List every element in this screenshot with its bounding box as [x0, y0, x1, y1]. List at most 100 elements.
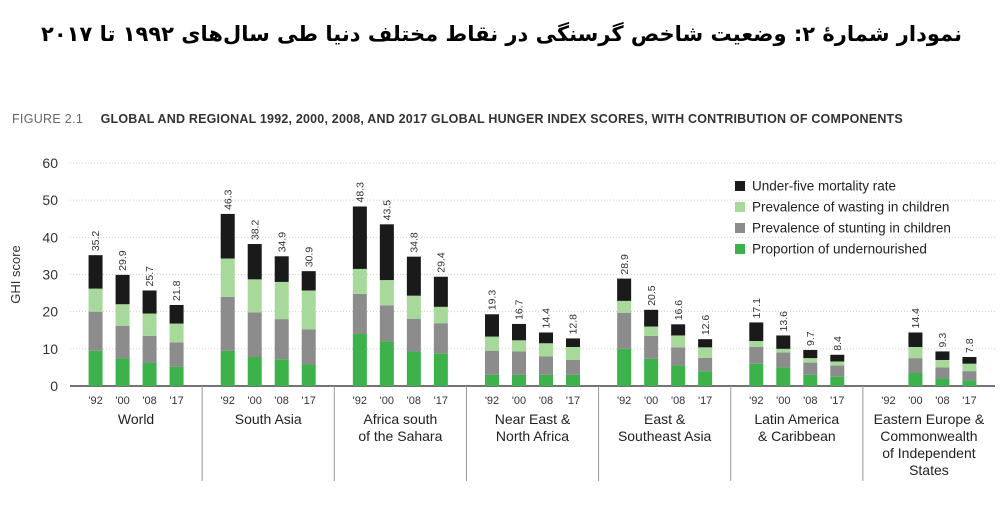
- bar-segment: [115, 358, 130, 386]
- x-tick-label: '17: [434, 395, 448, 407]
- bar-segment: [379, 341, 394, 386]
- group-label: North Africa: [496, 428, 569, 444]
- data-label: 35.2: [90, 231, 102, 252]
- bar-segment: [433, 276, 448, 307]
- bar-segment: [433, 323, 448, 354]
- bar-segment: [644, 326, 659, 336]
- group-label: Commonwealth: [880, 428, 977, 444]
- bar-segment: [301, 364, 316, 386]
- data-label: 14.4: [910, 308, 922, 329]
- bar-segment: [962, 357, 977, 364]
- bar-segment: [566, 338, 580, 347]
- group-label: of Independent: [882, 445, 976, 461]
- y-tick-label: 10: [42, 341, 58, 357]
- bar-segment: [485, 336, 499, 351]
- data-label: 13.6: [778, 311, 790, 332]
- bar-segment: [406, 351, 421, 386]
- x-tick-label: '08: [407, 395, 421, 407]
- x-tick-label: '17: [698, 395, 712, 407]
- bar-segment: [644, 335, 659, 359]
- legend-label: Prevalence of stunting in children: [752, 221, 951, 236]
- bar-segment: [698, 371, 713, 386]
- bar-segment: [803, 358, 818, 363]
- bar-segment: [776, 335, 791, 349]
- data-label: 34.8: [409, 232, 421, 253]
- data-label: 17.1: [751, 298, 763, 319]
- bar-segment: [88, 288, 103, 312]
- y-tick-label: 40: [42, 229, 58, 245]
- bar-segment: [301, 290, 316, 330]
- bar-segment: [169, 304, 184, 324]
- bar-segment: [962, 371, 977, 381]
- x-tick-label: '08: [142, 395, 156, 407]
- bar-segment: [274, 359, 289, 386]
- bar-segment: [698, 339, 713, 348]
- bar-segment: [962, 380, 977, 386]
- group-label: World: [118, 411, 154, 427]
- y-tick-label: 0: [50, 378, 58, 394]
- bar-segment: [115, 304, 130, 326]
- bar-segment: [485, 374, 499, 386]
- x-tick-label: '17: [566, 395, 580, 407]
- bar-segment: [406, 256, 421, 296]
- bar-segment: [749, 346, 764, 364]
- bar-segment: [352, 293, 367, 334]
- bar-segment: [247, 357, 262, 386]
- bar-segment: [539, 356, 553, 375]
- x-tick-label: '17: [830, 395, 844, 407]
- bar-segment: [908, 372, 923, 386]
- bar-segment: [142, 290, 157, 314]
- bar-segment: [671, 347, 686, 366]
- data-label: 38.2: [249, 219, 261, 240]
- legend-label: Proportion of undernourished: [752, 242, 927, 257]
- bar-segment: [644, 358, 659, 386]
- x-tick-label: '17: [302, 395, 316, 407]
- y-tick-label: 30: [42, 267, 58, 283]
- bar-segment: [406, 318, 421, 352]
- bar-segment: [274, 281, 289, 320]
- data-label: 48.3: [355, 182, 367, 203]
- bar-segment: [485, 350, 499, 375]
- x-tick-label: '00: [512, 395, 526, 407]
- data-label: 12.6: [700, 315, 712, 336]
- x-tick-label: '08: [539, 395, 553, 407]
- bar-segment: [776, 367, 791, 386]
- group-label: & Caribbean: [758, 428, 836, 444]
- x-tick-label: '00: [380, 395, 394, 407]
- x-tick-label: '00: [644, 395, 658, 407]
- bar-segment: [539, 343, 553, 357]
- bar-segment: [749, 322, 764, 342]
- bar-segment: [169, 342, 184, 367]
- x-tick-label: '92: [617, 395, 631, 407]
- bar-segment: [115, 274, 130, 305]
- legend-swatch: [735, 202, 745, 212]
- x-tick-label: '08: [275, 395, 289, 407]
- bar-segment: [352, 268, 367, 294]
- bar-segment: [274, 256, 289, 282]
- group-label: of the Sahara: [358, 428, 442, 444]
- bar-segment: [935, 378, 950, 386]
- data-label: 7.8: [964, 338, 976, 353]
- data-label: 25.7: [144, 266, 156, 287]
- bar-segment: [698, 357, 713, 372]
- data-label: 12.8: [568, 314, 580, 335]
- data-label: 46.3: [222, 189, 234, 210]
- bar-segment: [220, 350, 235, 386]
- bar-segment: [247, 312, 262, 358]
- bar-segment: [274, 319, 289, 360]
- bar-segment: [749, 341, 764, 347]
- data-label: 20.5: [646, 285, 658, 306]
- bar-segment: [220, 296, 235, 351]
- x-tick-label: '08: [803, 395, 817, 407]
- data-label: 34.9: [276, 232, 288, 253]
- group-label: Eastern Europe &: [874, 411, 985, 427]
- bar-segment: [247, 244, 262, 280]
- bar-segment: [512, 351, 526, 375]
- group-label: South Asia: [235, 411, 302, 427]
- bar-segment: [803, 362, 818, 375]
- legend-label: Under-five mortality rate: [752, 179, 896, 194]
- bar-segment: [512, 374, 526, 386]
- bar-segment: [169, 366, 184, 386]
- data-label: 14.4: [541, 308, 553, 329]
- y-tick-label: 60: [42, 155, 58, 171]
